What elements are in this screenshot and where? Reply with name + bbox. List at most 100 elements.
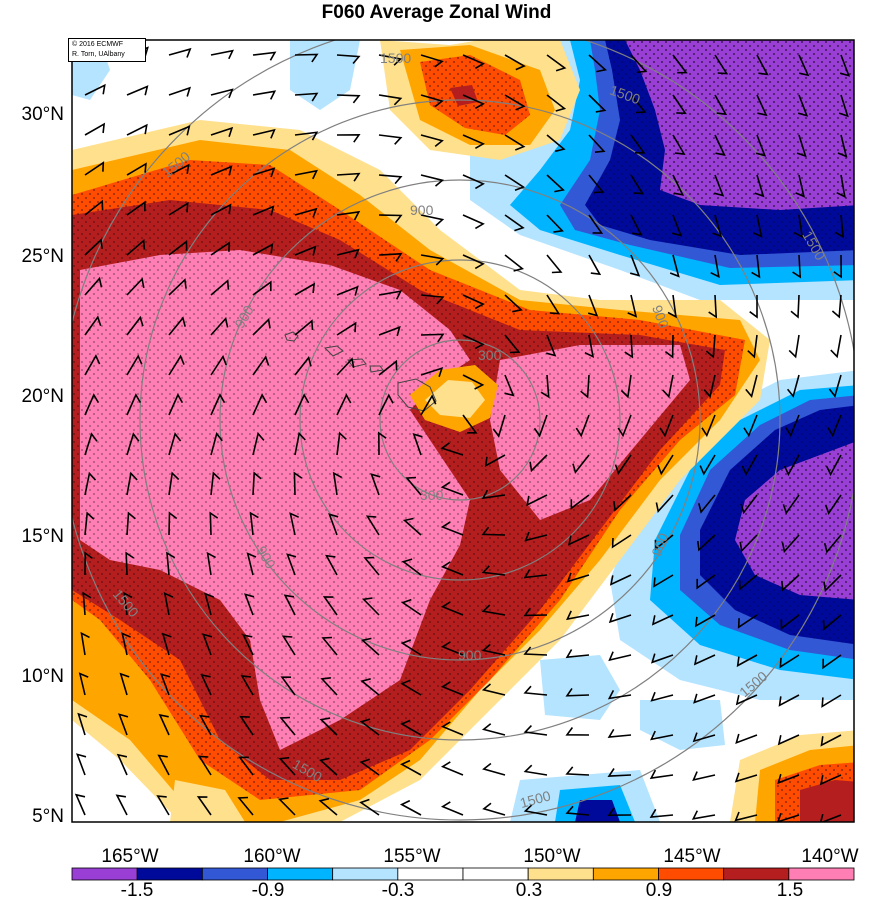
wind-barb [783,454,800,477]
wind-barb [126,354,143,376]
wind-barb [546,294,561,315]
colorbar-label: 0.9 [646,880,672,900]
colorbar-label: -0.3 [382,880,415,900]
colorbar-swatch [136,867,203,881]
wind-barb [294,207,318,218]
wind-barb [691,810,716,820]
wind-barb [833,254,843,279]
lat-label: 30°N [22,104,64,125]
wind-barb [252,205,275,216]
wind-barb [210,279,230,296]
wind-barb [504,174,526,192]
wind-barb [239,715,254,736]
wind-barb [693,693,716,704]
wind-barb [420,366,444,378]
wind-barb [294,282,316,296]
wind-barb [440,442,464,456]
wind-barb [378,325,401,337]
wind-barb [126,85,149,96]
wind-barb [237,796,254,816]
colorbar-label: 1.5 [777,880,803,900]
wind-barb [565,727,590,736]
wind-barb [462,174,485,190]
wind-barb [378,134,403,145]
wind-barb [126,123,148,136]
wind-barb [210,431,223,456]
credit-line: © 2016 ECMWF [72,41,124,48]
wind-barb [796,134,807,158]
wind-barb [440,801,464,816]
wind-barb [649,769,674,780]
wind-barb [504,374,515,397]
wind-barb [650,691,674,702]
wind-barb [795,174,806,198]
wind-barb [84,276,103,296]
wind-barb [701,414,716,438]
wind-barb [821,694,842,708]
colorbar-swatch [723,867,790,881]
wind-barb [116,753,128,776]
wind-barb [819,813,842,822]
wind-barb [401,558,422,576]
wind-barb [741,454,758,476]
wind-barb [630,134,646,154]
wind-barb [624,334,634,359]
wind-barb [654,534,674,551]
wind-barb [672,134,686,155]
wind-barb [607,807,632,817]
wind-barb [692,771,716,782]
wind-barb [699,454,716,476]
lon-label: 140°W [801,846,858,867]
wind-barb [546,214,564,233]
wind-barb [819,774,842,786]
negative-anomaly-east [610,370,854,700]
wind-barb [565,805,590,816]
wind-barb [242,634,254,656]
negative-anomaly-south-edge-navy [575,800,620,822]
wind-barb [785,414,800,438]
wind-barb [400,679,422,696]
wind-barb [565,687,590,697]
wind-barb [252,128,276,139]
contour-label: 900 [648,531,671,559]
wind-barbs [74,45,851,822]
wind-barb [121,632,131,656]
wind-barb [481,643,506,656]
wind-barb [336,321,357,336]
wind-barb [570,494,590,510]
wind-barb [420,294,445,305]
wind-barb [252,317,271,336]
wind-barb [294,92,319,102]
wind-barb [126,277,145,296]
wind-barb [710,254,720,279]
wind-barb [705,334,716,359]
height-contours [72,40,854,821]
wind-barb [378,214,403,224]
wind-barb [210,203,232,216]
colorbar-swatch [592,867,659,881]
wind-barb [523,685,548,696]
lat-label: 5°N [32,806,64,827]
wind-barb [743,414,758,438]
wind-barb [837,134,848,158]
lon-label: 150°W [523,846,580,867]
wind-barb [206,551,216,576]
wind-barb [653,574,674,588]
contour-label: 1500 [518,787,552,811]
wind-barb [210,354,227,376]
wind-barb [76,753,87,776]
wind-barb [747,334,758,359]
wind-barb [781,534,800,554]
wind-barb [607,728,632,739]
contour-label: 900 [458,647,482,663]
wind-barb [692,732,716,743]
wind-barb [504,254,525,272]
wind-barb [672,174,685,196]
wind-barb [614,454,632,475]
wind-barb [210,471,221,496]
wind-barb [210,88,234,99]
wind-barb [523,764,548,776]
wind-barb [84,238,103,256]
wind-barb [126,393,142,416]
